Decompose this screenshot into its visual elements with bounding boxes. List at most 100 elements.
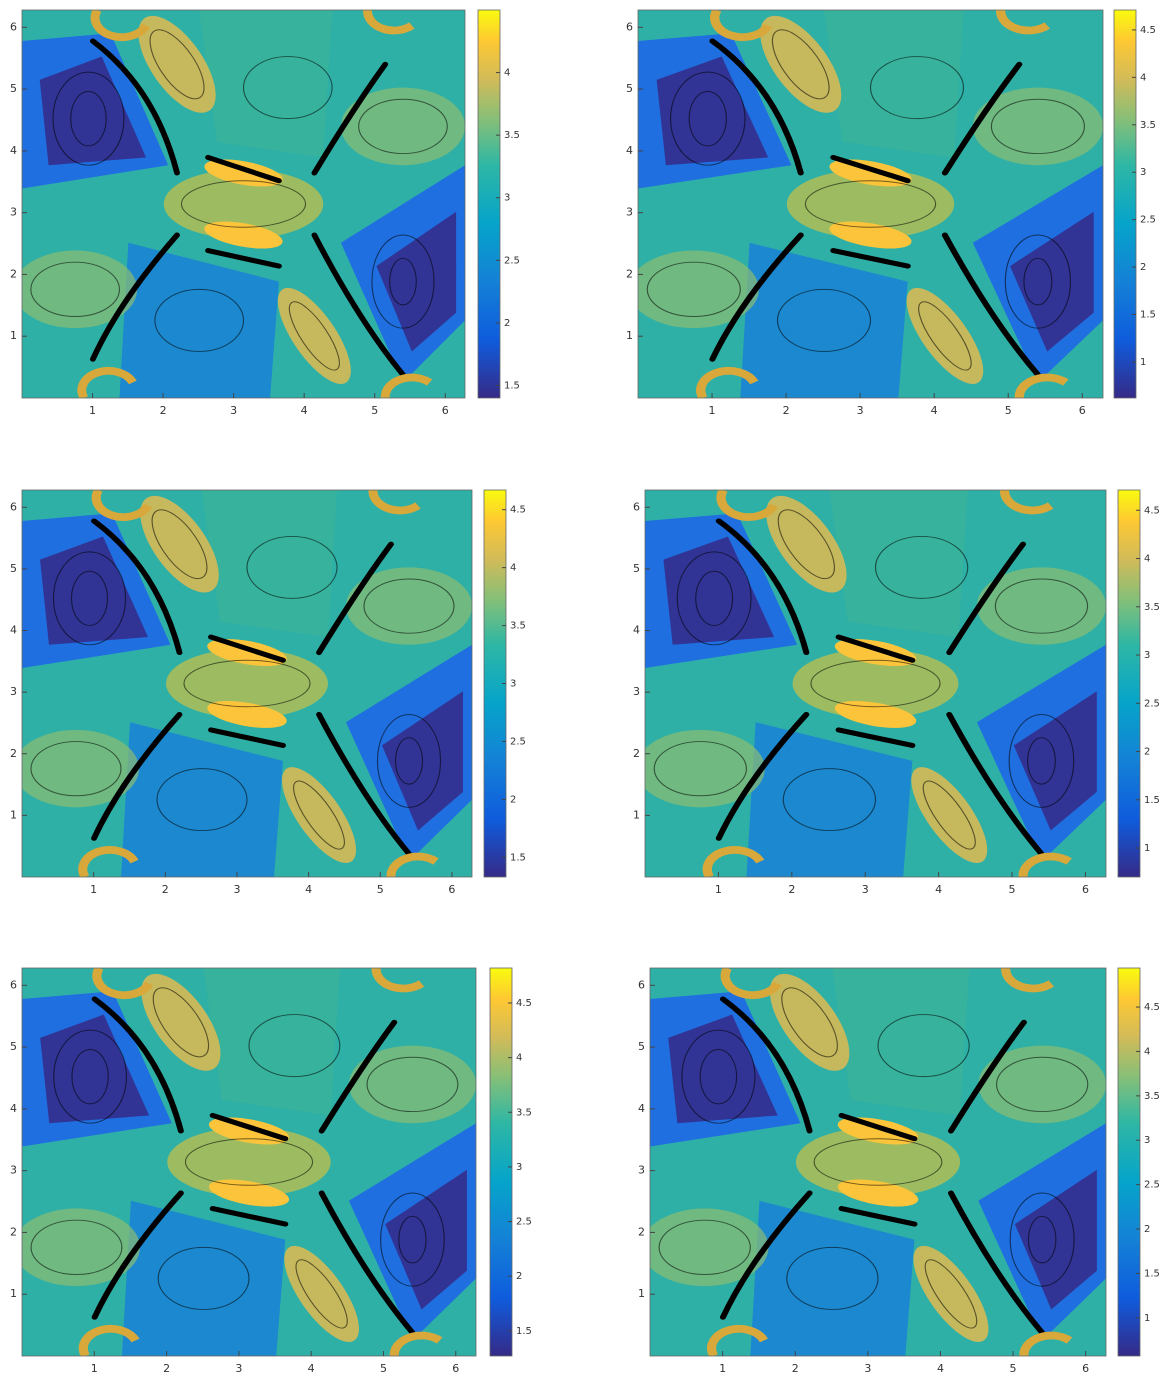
y-tick-label: 3 — [10, 1164, 17, 1177]
colorbar-tick-label: 1 — [1140, 357, 1146, 368]
x-tick-label: 5 — [1005, 404, 1012, 417]
colorbar-tick-label: 3 — [1140, 167, 1146, 178]
colorbar-tick-label: 1 — [1144, 1313, 1150, 1324]
y-tick-label: 3 — [10, 685, 17, 698]
colorbar — [478, 10, 500, 398]
colorbar-tick-label: 2.5 — [510, 736, 526, 747]
y-tick-label: 6 — [10, 978, 17, 991]
colorbar — [1118, 490, 1140, 877]
contour-field — [636, 486, 1106, 877]
x-tick-label: 6 — [1082, 1362, 1089, 1375]
x-tick-label: 5 — [1009, 883, 1016, 896]
colorbar-tick-label: 2 — [1140, 262, 1146, 273]
colorbar-tick-label: 4.5 — [510, 505, 526, 516]
x-tick-label: 1 — [719, 1362, 726, 1375]
colorbar — [1114, 10, 1136, 398]
x-tick-label: 1 — [89, 404, 96, 417]
colorbar-tick-label: 4.5 — [516, 998, 532, 1009]
colorbar-tick-label: 1.5 — [516, 1326, 532, 1337]
panel: 1234561234561.522.533.544.5 — [10, 486, 526, 896]
x-tick-label: 3 — [230, 404, 237, 417]
y-tick-label: 6 — [10, 20, 17, 33]
y-tick-label: 2 — [638, 1225, 645, 1238]
colorbar-tick-label: 3.5 — [516, 1107, 532, 1118]
x-tick-label: 3 — [857, 404, 864, 417]
colorbar-tick-label: 2.5 — [1144, 1180, 1160, 1191]
x-tick-label: 1 — [709, 404, 716, 417]
y-tick-label: 5 — [638, 1040, 645, 1053]
colorbar-tick-label: 4.5 — [1144, 505, 1160, 516]
y-tick-label: 5 — [633, 562, 640, 575]
colorbar-tick-label: 2 — [510, 794, 516, 805]
x-tick-label: 5 — [1010, 1362, 1017, 1375]
x-tick-label: 4 — [301, 404, 308, 417]
colorbar-tick-label: 3.5 — [1144, 602, 1160, 613]
y-tick-label: 4 — [10, 144, 17, 157]
x-tick-label: 2 — [788, 883, 795, 896]
colorbar-tick-label: 4 — [1144, 554, 1150, 565]
x-tick-label: 6 — [1079, 404, 1086, 417]
y-tick-label: 5 — [10, 562, 17, 575]
y-tick-label: 3 — [10, 206, 17, 219]
contour-field — [13, 486, 472, 877]
x-tick-label: 2 — [160, 404, 167, 417]
x-tick-label: 1 — [715, 883, 722, 896]
x-tick-label: 6 — [452, 1362, 459, 1375]
colorbar-tick-label: 1 — [1144, 843, 1150, 854]
y-tick-label: 2 — [10, 267, 17, 280]
y-tick-label: 6 — [10, 500, 17, 513]
colorbar-tick-label: 2 — [504, 318, 510, 329]
x-tick-label: 2 — [792, 1362, 799, 1375]
contour-field — [629, 6, 1103, 398]
y-tick-label: 3 — [626, 206, 633, 219]
figure: 1 2 3 4 5 6 1 2 3 4 5 6 1.5 2 2.5 3 3.5 4 1 2 3 4 5 6 1 2 3 4 5 6 1 1.5… — [0, 0, 1174, 1378]
colorbar-tick-label: 4.5 — [1140, 25, 1156, 36]
colorbar-tick-label: 2.5 — [1140, 215, 1156, 226]
y-tick-label: 2 — [10, 747, 17, 760]
x-tick-label: 2 — [163, 1362, 170, 1375]
y-tick-label: 4 — [10, 624, 17, 637]
y-tick-label: 6 — [626, 20, 633, 33]
x-tick-label: 4 — [931, 404, 938, 417]
x-tick-label: 2 — [783, 404, 790, 417]
y-tick-label: 6 — [638, 978, 645, 991]
y-tick-label: 4 — [633, 624, 640, 637]
y-tick-label: 1 — [10, 1287, 17, 1300]
colorbar-tick-label: 3.5 — [1140, 120, 1156, 131]
y-tick-label: 2 — [10, 1225, 17, 1238]
colorbar-tick-label: 2 — [1144, 1224, 1150, 1235]
colorbar-tick-label: 3 — [1144, 1135, 1150, 1146]
x-tick-label: 6 — [1082, 883, 1089, 896]
colorbar-tick-label: 2.5 — [1144, 698, 1160, 709]
colorbar-tick-label: 1.5 — [510, 852, 526, 863]
colorbar-tick-label: 4 — [1140, 72, 1146, 83]
colorbar-tick-label: 4 — [1144, 1046, 1150, 1057]
y-tick-label: 1 — [10, 808, 17, 821]
y-tick-label: 1 — [10, 329, 17, 342]
x-tick-label: 3 — [235, 1362, 242, 1375]
y-tick-label: 1 — [633, 808, 640, 821]
y-tick-label: 3 — [633, 685, 640, 698]
colorbar-tick-label: 2.5 — [504, 255, 520, 266]
y-tick-label: 1 — [638, 1287, 645, 1300]
x-tick-label: 4 — [935, 883, 942, 896]
x-tick-label: 6 — [442, 404, 449, 417]
contour-field — [641, 964, 1106, 1356]
y-tick-label: 4 — [626, 144, 633, 157]
x-tick-label: 3 — [862, 883, 869, 896]
y-tick-label: 5 — [626, 82, 633, 95]
colorbar-tick-label: 3 — [510, 679, 516, 690]
x-tick-label: 5 — [377, 883, 384, 896]
x-tick-label: 6 — [448, 883, 455, 896]
colorbar-tick-label: 2 — [516, 1271, 522, 1282]
y-tick-label: 6 — [633, 500, 640, 513]
x-tick-label: 1 — [91, 1362, 98, 1375]
y-tick-label: 4 — [638, 1102, 645, 1115]
colorbar-tick-label: 3 — [516, 1162, 522, 1173]
x-tick-label: 5 — [371, 404, 378, 417]
colorbar-tick-label: 4 — [516, 1053, 522, 1064]
